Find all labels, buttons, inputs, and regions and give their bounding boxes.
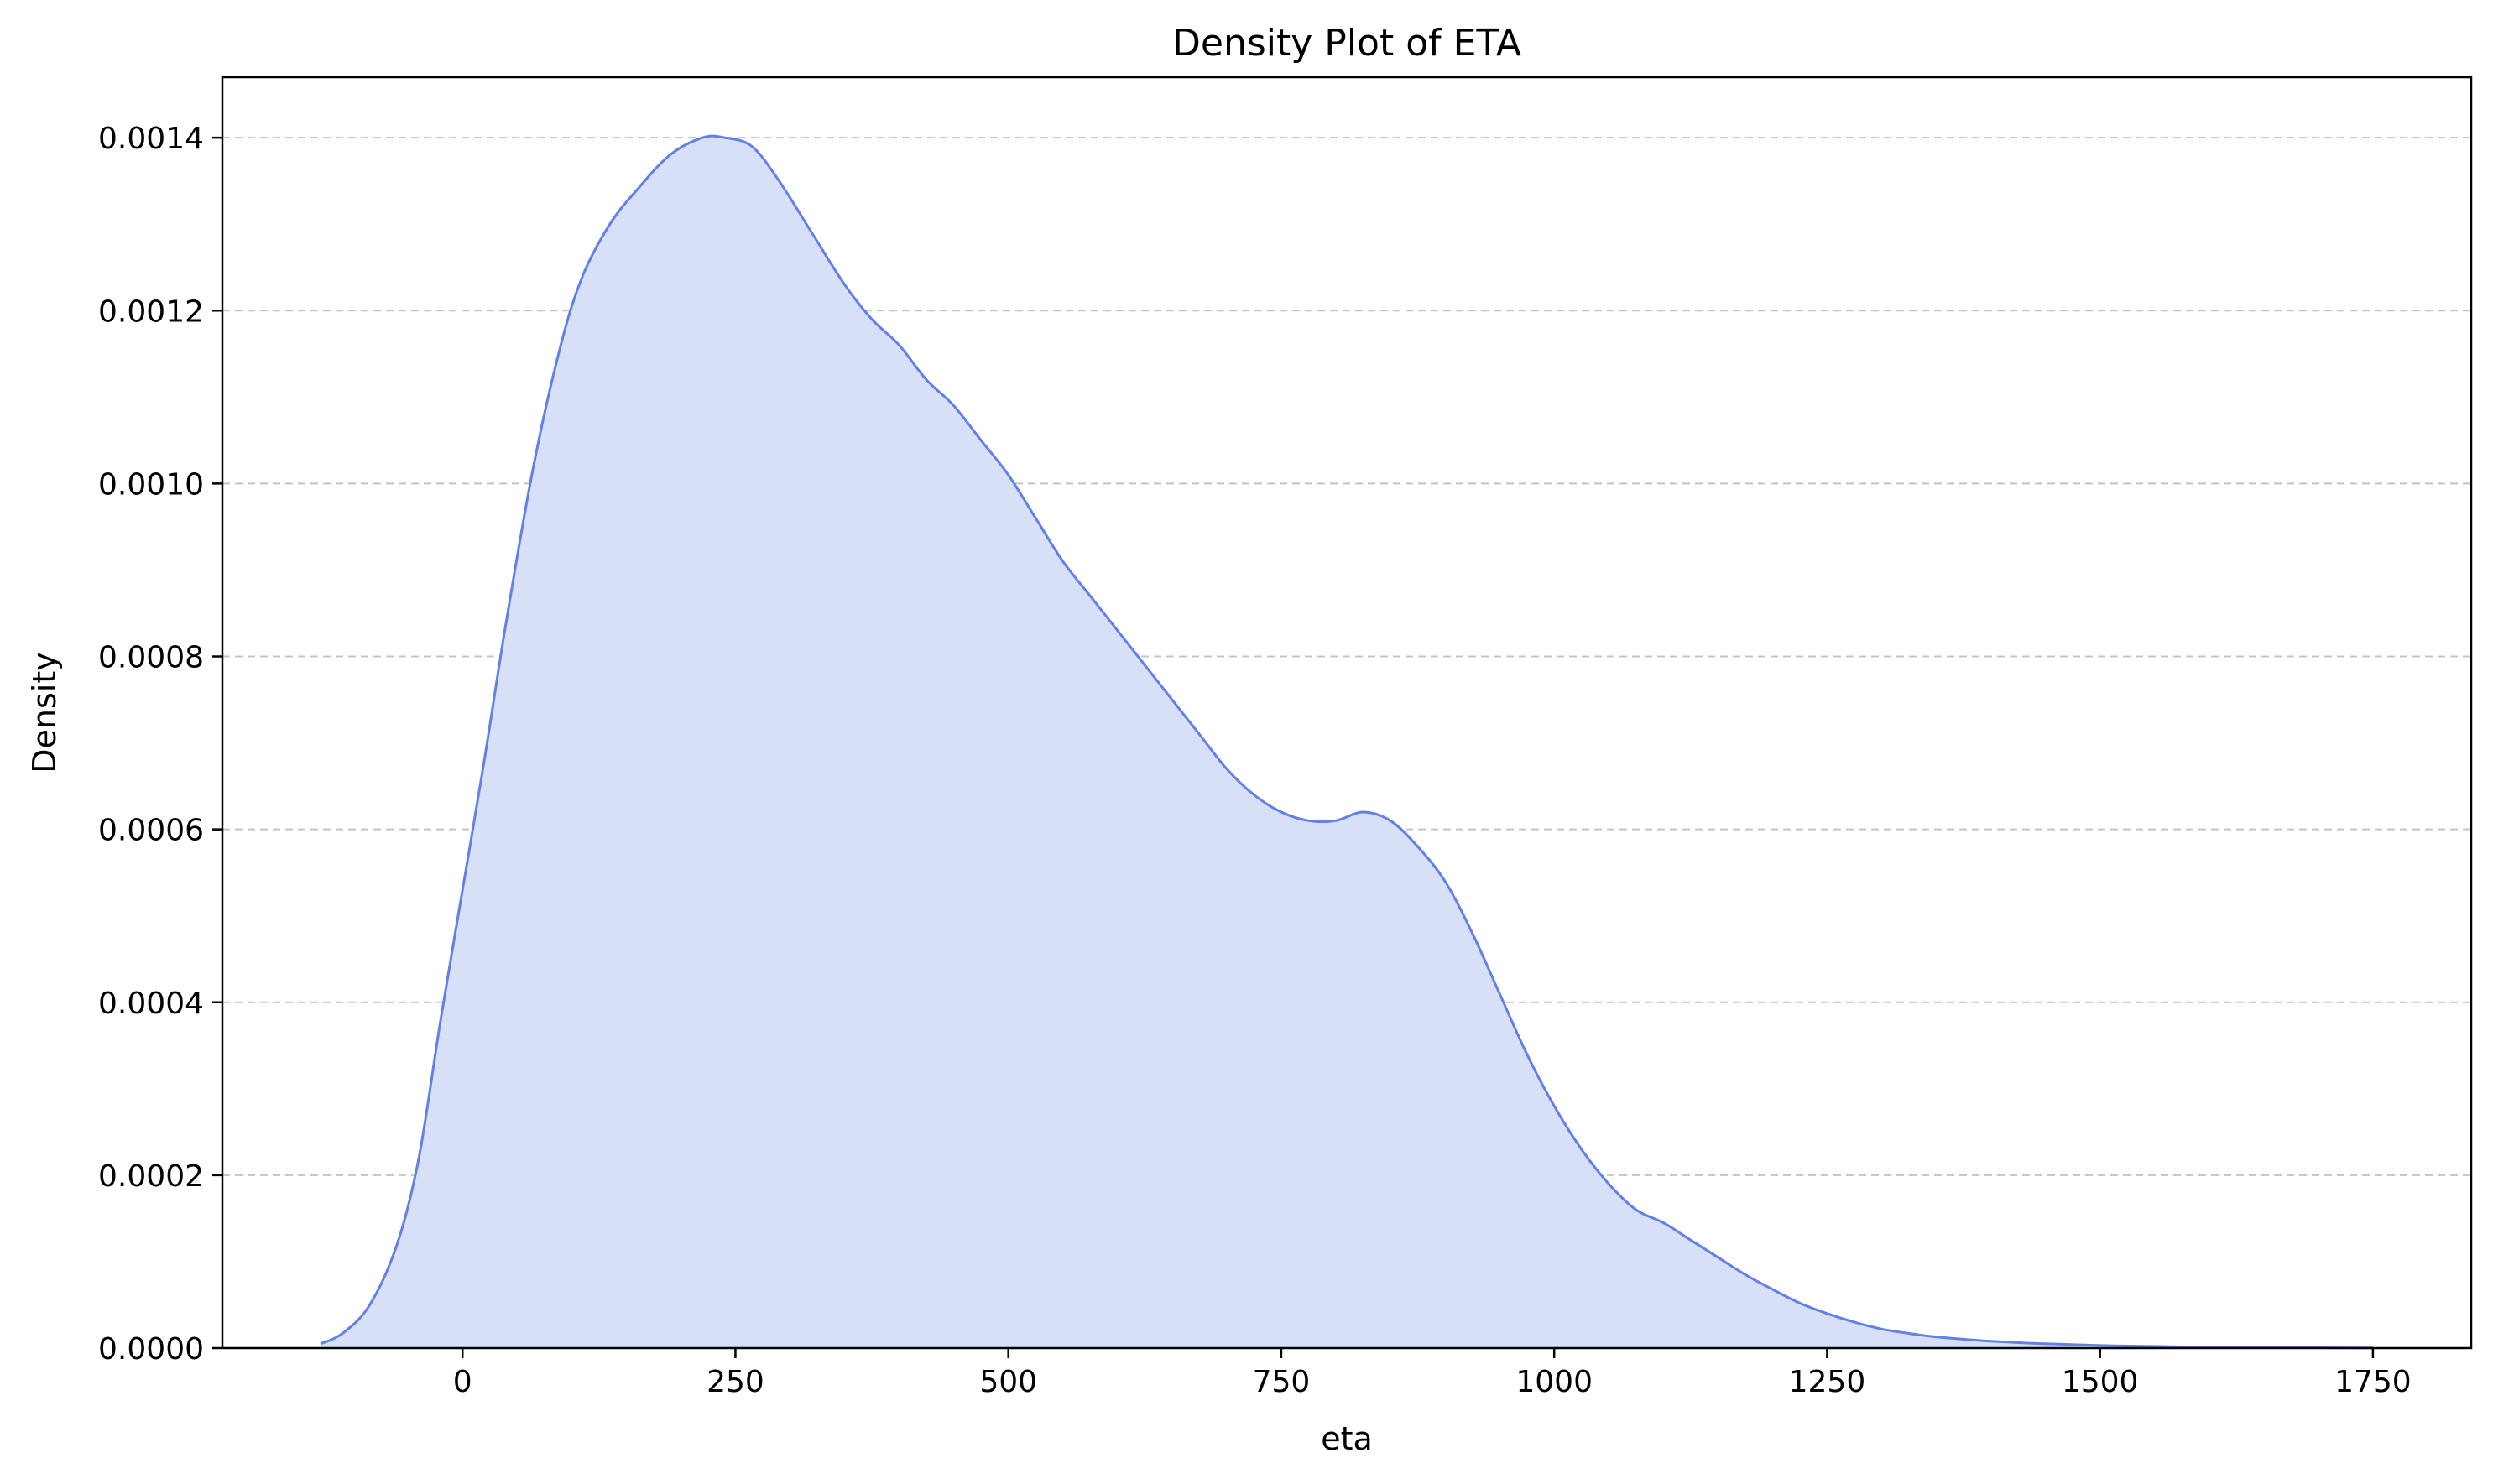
y-tick-label: 0.0006 [98, 814, 204, 848]
chart-title: Density Plot of ETA [1172, 22, 1521, 65]
density-line [320, 134, 2373, 1350]
y-tick-label: 0.0008 [98, 641, 204, 675]
x-axis-ticks: 0 250 500 750 1000 1250 1500 1750 [453, 1348, 2412, 1399]
y-tick-label: 0.0002 [98, 1159, 204, 1194]
y-axis-label: Density [26, 652, 63, 773]
y-tick-label: 0.0012 [98, 294, 204, 329]
x-tick-label: 500 [979, 1365, 1037, 1399]
series-layer [320, 134, 2373, 1350]
y-tick-label: 0.0010 [98, 467, 204, 502]
x-tick-label: 1000 [1515, 1365, 1593, 1399]
x-tick-label: 250 [707, 1365, 764, 1399]
y-tick-label: 0.0014 [98, 122, 204, 156]
x-tick-label: 0 [453, 1365, 472, 1399]
x-tick-label: 1750 [2334, 1365, 2412, 1399]
y-axis-ticks: 0.0000 0.0002 0.0004 0.0006 0.0008 0.0010 0.00… [98, 122, 222, 1367]
x-tick-label: 750 [1253, 1365, 1311, 1399]
x-tick-label: 1250 [1789, 1365, 1866, 1399]
x-tick-label: 1500 [2062, 1365, 2139, 1399]
density-area [321, 136, 2373, 1349]
y-tick-label: 0.0000 [98, 1332, 204, 1367]
x-axis-label: eta [1321, 1420, 1373, 1457]
y-tick-label: 0.0004 [98, 987, 204, 1021]
plot-frame [221, 76, 2473, 1350]
